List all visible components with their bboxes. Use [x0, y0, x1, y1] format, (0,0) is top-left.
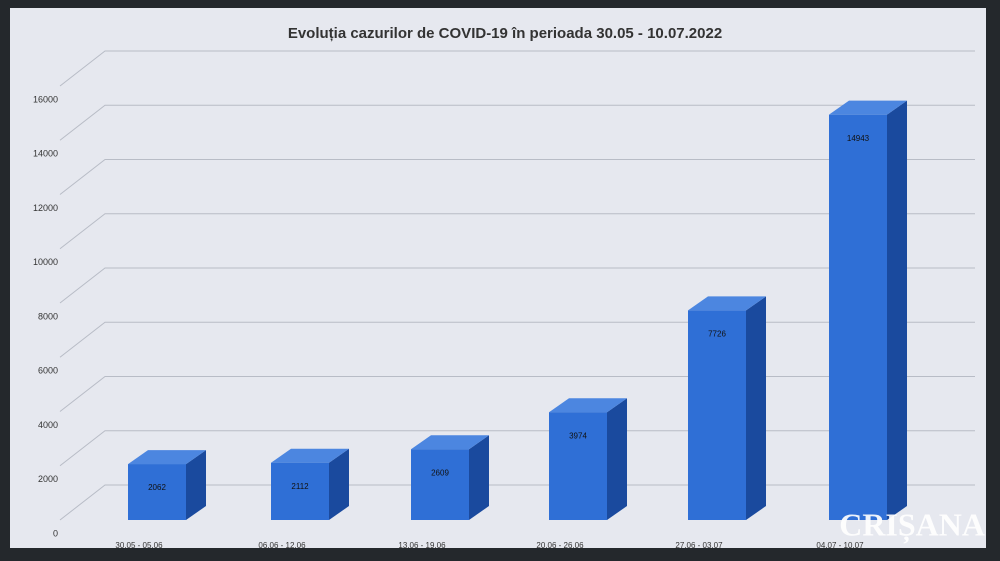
- chart-title: Evoluția cazurilor de COVID-19 în perioa…: [288, 25, 722, 42]
- value-label: 3974: [569, 431, 587, 440]
- x-tick-label: 13.06 - 19.06: [398, 541, 446, 550]
- bar-side: [607, 398, 627, 520]
- bar-side: [186, 450, 206, 520]
- y-tick-label: 10000: [33, 257, 58, 267]
- bar-front: [411, 449, 469, 520]
- y-tick-label: 16000: [33, 94, 58, 104]
- grid-line: [59, 430, 975, 467]
- bar-top: [549, 398, 627, 413]
- bar-top: [688, 296, 766, 311]
- grid: 0 2000 4000 6000 8000 10000 12000 14000 16000: [33, 50, 975, 538]
- bar-front: [829, 114, 887, 520]
- bar-front: [271, 462, 329, 520]
- bar: [549, 398, 627, 520]
- bar: [829, 100, 907, 520]
- bar-side: [746, 296, 766, 520]
- bars: 30.05 - 05.06 2062 06.06 - 12.06 2112 13.06 …: [115, 100, 907, 550]
- y-tick-label: 0: [53, 528, 58, 538]
- y-tick-label: 6000: [38, 366, 58, 376]
- bar-front: [549, 412, 607, 520]
- bar-top: [271, 448, 349, 463]
- bar-top: [411, 435, 489, 450]
- bar-front: [688, 310, 746, 520]
- bar-top: [128, 450, 206, 465]
- grid-line: [59, 213, 975, 250]
- value-label: 2609: [431, 468, 449, 477]
- grid-line: [59, 321, 975, 358]
- bar-side: [469, 435, 489, 520]
- value-label: 2112: [291, 482, 309, 491]
- x-tick-label: 30.05 - 05.06: [115, 541, 163, 550]
- x-tick-label: 20.06 - 26.06: [536, 541, 584, 550]
- x-tick-label: 04.07 - 10.07: [816, 541, 864, 550]
- y-tick-label: 12000: [33, 203, 58, 213]
- y-tick-label: 2000: [38, 474, 58, 484]
- watermark: CRIȘANA: [839, 506, 985, 543]
- grid-line: [59, 267, 975, 304]
- bar-side: [887, 100, 907, 520]
- grid-line: [59, 376, 975, 412]
- bar: [128, 450, 206, 520]
- value-label: 14943: [847, 134, 870, 143]
- bar-side: [329, 448, 349, 520]
- bar: [411, 435, 489, 520]
- grid-line: [59, 104, 975, 141]
- bar: [271, 448, 349, 520]
- bar: [688, 296, 766, 520]
- y-tick-label: 8000: [38, 311, 58, 321]
- grid-line: [59, 159, 975, 195]
- bar-top: [829, 100, 907, 115]
- y-tick-label: 4000: [38, 420, 58, 430]
- x-tick-label: 27.06 - 03.07: [675, 541, 723, 550]
- value-label: 2062: [148, 483, 166, 492]
- x-tick-label: 06.06 - 12.06: [258, 541, 306, 550]
- bar-front: [128, 464, 186, 520]
- y-tick-label: 14000: [33, 149, 58, 159]
- grid-line: [59, 484, 975, 521]
- grid-line: [59, 50, 975, 87]
- value-label: 7726: [708, 330, 726, 339]
